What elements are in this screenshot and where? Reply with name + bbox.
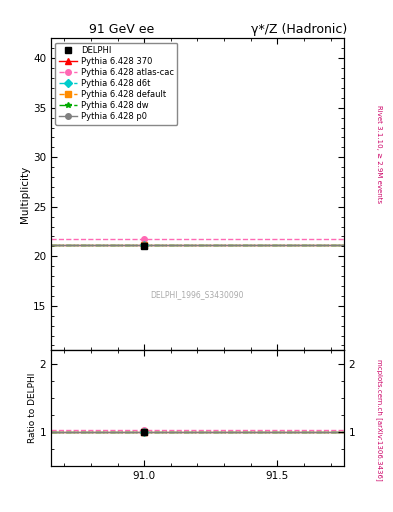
Legend: DELPHI, Pythia 6.428 370, Pythia 6.428 atlas-cac, Pythia 6.428 d6t, Pythia 6.428: DELPHI, Pythia 6.428 370, Pythia 6.428 a… (55, 42, 177, 125)
Text: mcplots.cern.ch [arXiv:1306.3436]: mcplots.cern.ch [arXiv:1306.3436] (376, 359, 383, 481)
Y-axis label: Ratio to DELPHI: Ratio to DELPHI (28, 373, 37, 443)
Text: γ*/Z (Hadronic): γ*/Z (Hadronic) (251, 23, 347, 36)
Y-axis label: Multiplicity: Multiplicity (20, 166, 30, 223)
Text: 91 GeV ee: 91 GeV ee (89, 23, 154, 36)
Text: DELPHI_1996_S3430090: DELPHI_1996_S3430090 (151, 290, 244, 298)
Text: Rivet 3.1.10, ≥ 2.9M events: Rivet 3.1.10, ≥ 2.9M events (376, 104, 382, 203)
